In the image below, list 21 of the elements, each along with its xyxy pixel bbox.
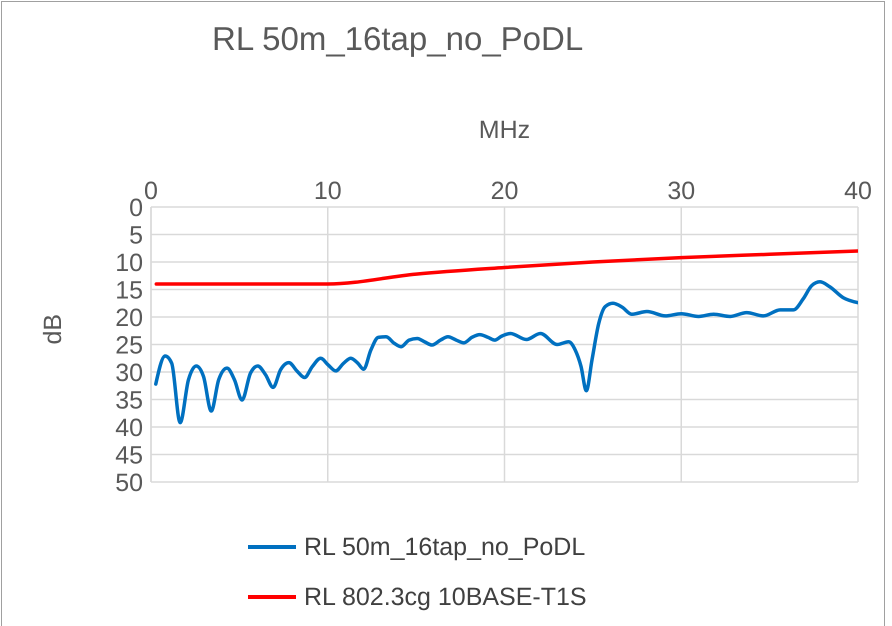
x-tick-label: 40	[844, 177, 872, 205]
y-tick-label: 25	[115, 331, 143, 360]
y-tick-label: 10	[115, 248, 143, 277]
y-tick-label: 40	[115, 414, 143, 442]
y-tick-label: 50	[115, 468, 143, 497]
y-tick-label: 5	[129, 221, 143, 250]
legend-label: RL 50m_16tap_no_PoDL	[304, 532, 586, 562]
y-tick-label: 35	[115, 386, 143, 414]
y-tick-label: 30	[115, 358, 143, 387]
x-tick-label: 20	[490, 177, 518, 205]
x-axis-title: MHz	[478, 116, 530, 144]
x-tick-label: 30	[667, 177, 696, 205]
line-series	[154, 249, 858, 286]
y-tick-label: 20	[115, 304, 143, 332]
y-axis-title: dB	[38, 314, 67, 344]
y-tick-label: 15	[115, 276, 143, 304]
x-tick-label: 10	[314, 177, 342, 205]
y-tick-label: 45	[115, 441, 143, 470]
chart-title: RL 50m_16tap_no_PoDL	[212, 20, 584, 58]
line-series	[154, 280, 858, 424]
legend-label: RL 802.3cg 10BASE-T1S	[304, 582, 587, 612]
